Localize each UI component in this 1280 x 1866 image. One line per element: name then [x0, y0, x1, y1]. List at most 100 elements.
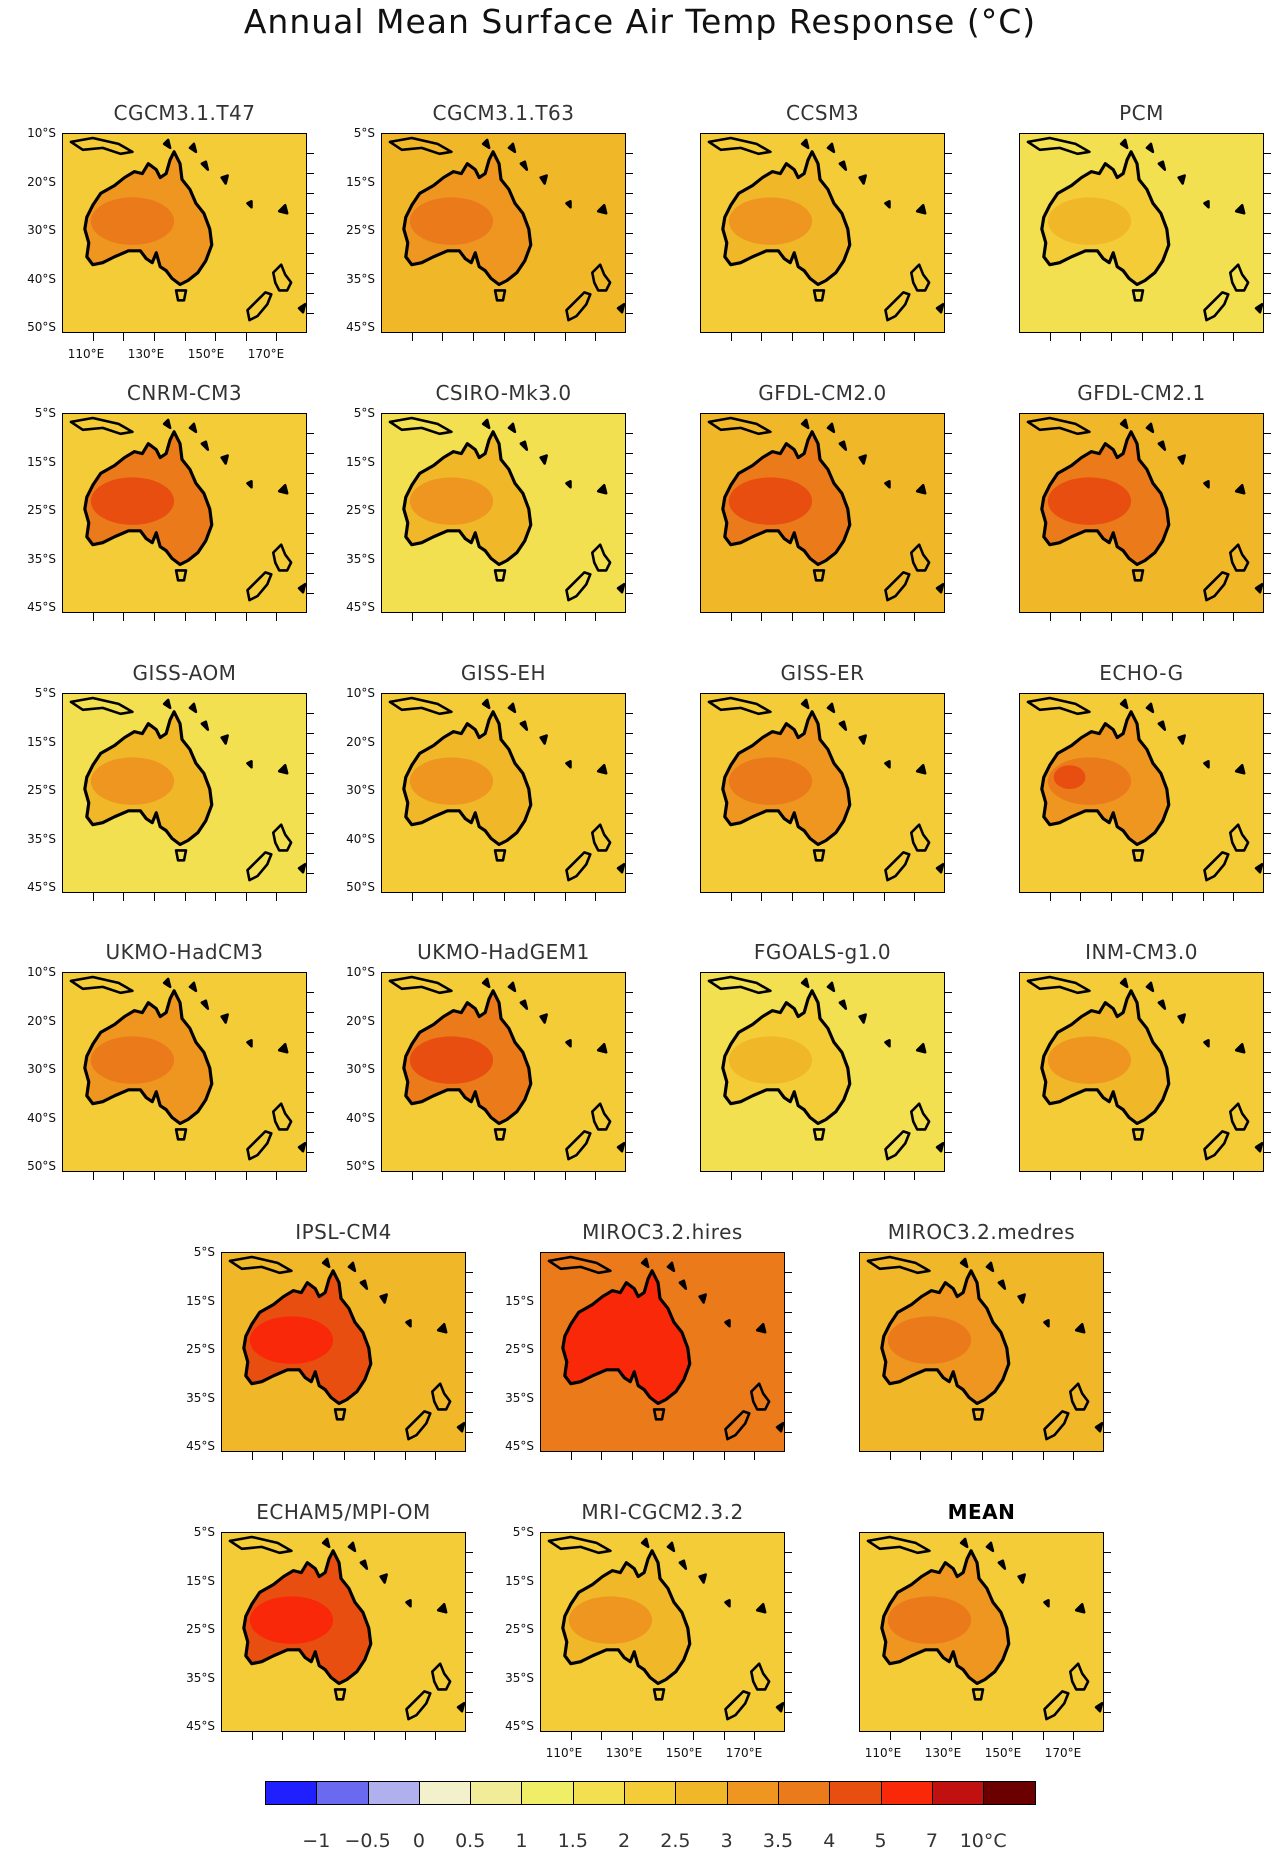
- axis-tick: [466, 1572, 473, 1573]
- axis-tick: [1264, 213, 1271, 214]
- axis-tick: [761, 893, 763, 901]
- panel-title-giss-aom: GISS-AOM: [132, 661, 237, 685]
- colorbar-label: 7: [925, 1830, 938, 1852]
- axis-tick: [472, 893, 474, 901]
- colorbar-label: 2: [618, 1830, 631, 1852]
- axis-tick: [1141, 1172, 1143, 1180]
- lat-label: 5°S: [353, 406, 375, 420]
- axis-tick: [411, 333, 413, 341]
- panel-title-mean: MEAN: [947, 1500, 1016, 1524]
- axis-tick: [466, 1312, 473, 1313]
- axis-tick: [822, 333, 824, 341]
- axis-tick: [945, 1132, 952, 1133]
- axis-tick: [1264, 473, 1271, 474]
- lon-label: 150°E: [984, 1746, 1022, 1760]
- panel-title-ukmo-hadcm3: UKMO-HadCM3: [105, 940, 264, 964]
- axis-tick: [534, 613, 536, 621]
- axis-tick: [626, 992, 633, 993]
- axis-tick: [307, 533, 314, 534]
- axis-tick: [123, 333, 125, 341]
- axis-tick: [1264, 1092, 1271, 1093]
- axis-tick: [945, 1012, 952, 1013]
- lat-label: 30°S: [27, 223, 56, 237]
- axis-tick: [564, 893, 566, 901]
- axis-tick: [123, 893, 125, 901]
- axis-tick: [626, 853, 633, 854]
- interior-core: [1047, 477, 1132, 525]
- axis-tick: [914, 893, 916, 901]
- axis-tick: [785, 1552, 792, 1553]
- axis-tick: [626, 813, 633, 814]
- lat-label: 10°S: [346, 686, 375, 700]
- axis-tick: [945, 273, 952, 274]
- map-panel-miroc3-2-medres: [859, 1252, 1104, 1452]
- axis-tick: [503, 613, 505, 621]
- axis-tick: [307, 873, 314, 874]
- axis-tick: [1264, 753, 1271, 754]
- axis-tick: [626, 1092, 633, 1093]
- axis-tick: [307, 213, 314, 214]
- map-panel-inm-cm3-0: [1019, 972, 1264, 1172]
- lat-label: 5°S: [193, 1245, 215, 1259]
- axis-tick: [785, 1612, 792, 1613]
- interior-core: [249, 1596, 334, 1644]
- axis-tick: [1264, 733, 1271, 734]
- axis-tick: [442, 893, 444, 901]
- axis-tick: [343, 1732, 345, 1740]
- axis-tick: [472, 613, 474, 621]
- lat-label: 40°S: [27, 1110, 56, 1125]
- lat-label: 15°S: [505, 1293, 534, 1308]
- axis-tick: [1073, 1452, 1075, 1460]
- lon-label: 130°E: [924, 1746, 962, 1760]
- colorbar-swatch: [471, 1782, 523, 1804]
- lat-label: 50°S: [346, 880, 375, 894]
- axis-tick: [307, 453, 314, 454]
- axis-tick: [503, 333, 505, 341]
- axis-tick: [411, 1172, 413, 1180]
- axis-tick: [920, 1732, 922, 1740]
- lon-label: 130°E: [605, 1746, 643, 1760]
- axis-tick: [1264, 573, 1271, 574]
- interior-core: [249, 1316, 334, 1364]
- interior-core: [1047, 197, 1132, 245]
- axis-tick: [945, 873, 952, 874]
- axis-tick: [534, 333, 536, 341]
- axis-tick: [595, 613, 597, 621]
- axis-tick: [626, 453, 633, 454]
- lat-label: 5°S: [34, 406, 56, 420]
- axis-tick: [626, 873, 633, 874]
- axis-tick: [626, 193, 633, 194]
- axis-tick: [853, 1172, 855, 1180]
- lat-label: 40°S: [27, 271, 56, 286]
- axis-tick: [785, 1432, 792, 1433]
- coastlines: [707, 696, 944, 882]
- axis-tick: [626, 493, 633, 494]
- lat-label: 50°S: [27, 1159, 56, 1173]
- axis-tick: [1264, 813, 1271, 814]
- colorbar-swatch: [778, 1782, 831, 1804]
- interior-core: [90, 197, 175, 245]
- interior-core: [409, 477, 494, 525]
- lon-label: 110°E: [864, 1746, 902, 1760]
- axis-tick: [626, 173, 633, 174]
- panel-title-cgcm3-1-t63: CGCM3.1.T63: [432, 101, 575, 125]
- lon-label: 170°E: [247, 347, 285, 361]
- axis-tick: [785, 1332, 792, 1333]
- map-panel-gfdl-cm2-0: [700, 413, 945, 613]
- axis-tick: [914, 1172, 916, 1180]
- axis-tick: [1264, 1132, 1271, 1133]
- axis-tick: [1104, 1572, 1111, 1573]
- axis-tick: [1172, 613, 1174, 621]
- map-panel-fgoals-g1-0: [700, 972, 945, 1172]
- axis-tick: [1264, 173, 1271, 174]
- axis-tick: [626, 573, 633, 574]
- axis-tick: [1104, 1672, 1111, 1673]
- map-panel-cnrm-cm3: [62, 413, 307, 613]
- lat-label: 10°S: [27, 126, 56, 140]
- axis-tick: [307, 173, 314, 174]
- axis-tick: [1233, 333, 1235, 341]
- axis-tick: [466, 1612, 473, 1613]
- axis-tick: [251, 1732, 253, 1740]
- axis-tick: [276, 613, 278, 621]
